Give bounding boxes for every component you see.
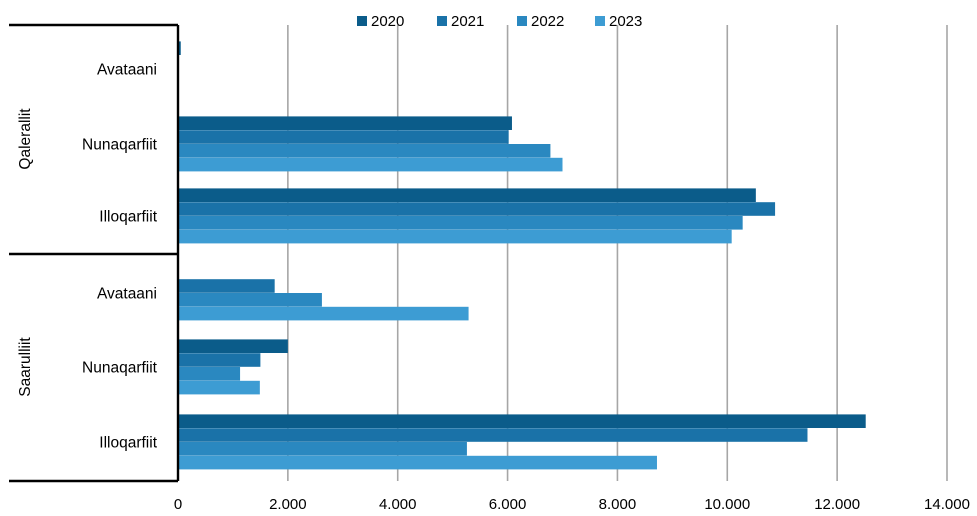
group-label: Saarulliit: [17, 337, 34, 397]
legend-label: 2021: [451, 13, 484, 30]
bar-2020: [178, 188, 756, 202]
x-tick-label: 10.000: [704, 496, 750, 513]
bar-2022: [178, 144, 551, 158]
bar-2022: [178, 216, 743, 230]
x-tick-label: 4.000: [379, 496, 417, 513]
bar-2023: [178, 229, 732, 244]
legend-label: 2023: [609, 13, 642, 30]
category-label: Illoqarfiit: [99, 209, 157, 226]
x-tick-label: 12.000: [814, 496, 860, 513]
bar-2021: [178, 202, 776, 216]
bar-2023: [178, 380, 260, 395]
bar-2021: [178, 130, 509, 144]
bar-2023: [178, 306, 469, 321]
category-labels: Avataani Nunaqarfiit Illoqarfiit Avataani Nu…: [82, 62, 158, 452]
bar-2022: [178, 293, 322, 307]
bar-2021: [178, 353, 261, 367]
bar-2021: [178, 428, 808, 442]
bar-2022: [178, 367, 241, 381]
group-label: Qalerallit: [17, 108, 34, 170]
gridlines: [287, 25, 948, 481]
category-label: Nunaqarfiit: [82, 360, 158, 377]
bar-2020: [178, 41, 181, 55]
x-tick-label: 14.000: [924, 496, 970, 513]
legend-label: 2020: [371, 13, 404, 30]
category-label: Nunaqarfiit: [82, 137, 158, 154]
bar-2023: [178, 157, 563, 172]
bar-2022: [178, 442, 467, 456]
group-labels: Qalerallit Saarulliit: [17, 108, 34, 397]
legend-label: 2022: [531, 13, 564, 30]
legend-swatch: [437, 16, 447, 26]
legend-swatch: [357, 16, 367, 26]
bar-2020: [178, 339, 288, 353]
bars: [178, 41, 866, 470]
x-tick-label: 2.000: [269, 496, 307, 513]
axes: [9, 23, 180, 483]
bar-2020: [178, 116, 512, 130]
x-tick-label: 0: [174, 496, 182, 513]
legend: 2020 2021 2022 2023: [357, 13, 642, 30]
category-label: Illoqarfiit: [99, 435, 157, 452]
x-tick-label: 6.000: [489, 496, 527, 513]
bar-2021: [178, 279, 275, 293]
bar-2023: [178, 455, 657, 470]
legend-swatch: [595, 16, 605, 26]
category-label: Avataani: [97, 286, 157, 303]
x-tick-label: 8.000: [599, 496, 637, 513]
x-tick-labels: 0 2.000 4.000 6.000 8.000 10.000 12.000 14.000: [174, 496, 970, 513]
legend-swatch: [517, 16, 527, 26]
category-label: Avataani: [97, 62, 157, 79]
bar-2020: [178, 414, 866, 428]
